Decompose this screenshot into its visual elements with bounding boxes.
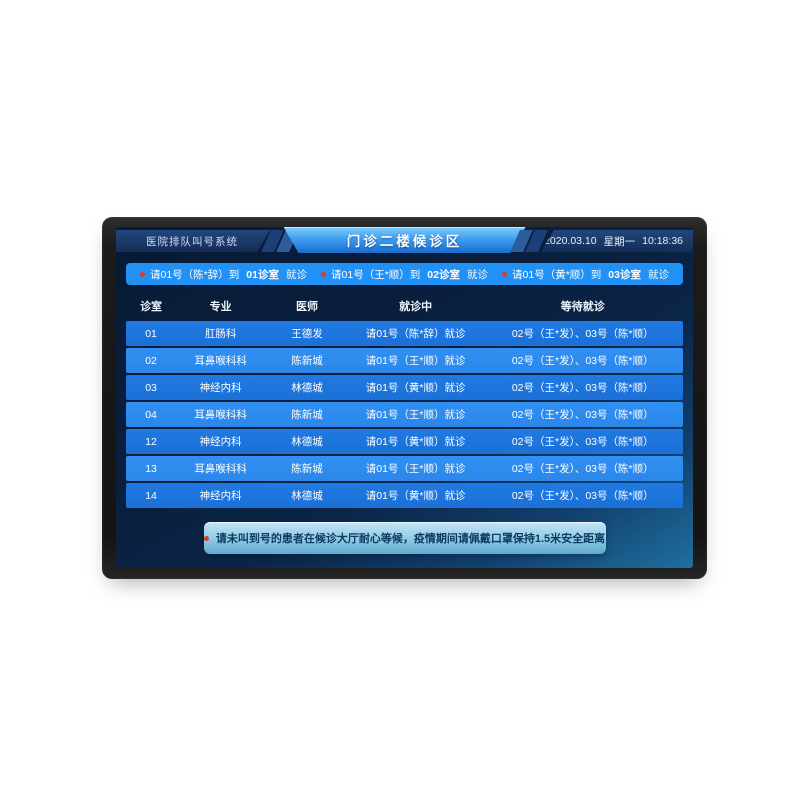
display-screen: 医院排队叫号系统 门诊二楼候诊区 2020.03.10 星期一 10:18:36 bbox=[116, 227, 693, 568]
cell-doctor: 王德发 bbox=[291, 328, 323, 340]
page-title: 门诊二楼候诊区 bbox=[346, 234, 463, 249]
cell-waiting: 02号（王*发）、03号（陈*顺） bbox=[511, 436, 654, 448]
table-row: 01 肛肠科 王德发 请01号（陈*辞）就诊 02号（王*发）、03号（陈*顺） bbox=[126, 321, 683, 346]
cell-room: 12 bbox=[145, 435, 157, 448]
cell-dept: 神经内科 bbox=[199, 490, 242, 502]
cell-waiting: 02号（王*发）、03号（陈*顺） bbox=[511, 463, 654, 475]
cell-doctor: 林德城 bbox=[291, 436, 323, 448]
table-row: 13 耳鼻喉科科 陈新城 请01号（王*顺）就诊 02号（王*发）、03号（陈*… bbox=[126, 456, 683, 481]
notice-area: 请未叫到号的患者在候诊大厅耐心等候，疫情期间请佩戴口罩保持1.5米安全距离 bbox=[116, 522, 693, 554]
call-suffix: 就诊 bbox=[285, 268, 307, 281]
call-dot-icon bbox=[502, 271, 508, 277]
cell-dept: 肛肠科 bbox=[204, 328, 237, 340]
table-row: 12 神经内科 林德城 请01号（黄*顺）就诊 02号（王*发）、03号（陈*顺… bbox=[126, 429, 683, 454]
call-announcement: 请01号（陈*辞）到 01诊室 就诊 bbox=[140, 267, 307, 282]
system-name: 医院排队叫号系统 bbox=[146, 235, 238, 248]
col-header-current: 就诊中 bbox=[399, 301, 433, 313]
monitor-bezel: 医院排队叫号系统 门诊二楼候诊区 2020.03.10 星期一 10:18:36 bbox=[102, 217, 707, 579]
cell-waiting: 02号（王*发）、03号（陈*顺） bbox=[511, 382, 654, 394]
cell-current: 请01号（黄*顺）就诊 bbox=[365, 490, 466, 502]
call-room: 01诊室 bbox=[246, 268, 279, 281]
queue-table: 01 肛肠科 王德发 请01号（陈*辞）就诊 02号（王*发）、03号（陈*顺）… bbox=[126, 321, 683, 508]
date-label: 2020.03.10 bbox=[544, 235, 597, 247]
col-header-dept: 专业 bbox=[209, 301, 232, 313]
col-header-room: 诊室 bbox=[140, 301, 163, 313]
cell-dept: 耳鼻喉科科 bbox=[194, 463, 247, 475]
cell-current: 请01号（王*顺）就诊 bbox=[365, 463, 466, 475]
call-room: 03诊室 bbox=[608, 268, 641, 281]
cell-room: 13 bbox=[145, 462, 157, 475]
table-row: 03 神经内科 林德城 请01号（黄*顺）就诊 02号（王*发）、03号（陈*顺… bbox=[126, 375, 683, 400]
cell-waiting: 02号（王*发）、03号（陈*顺） bbox=[511, 490, 654, 502]
call-prefix: 请01号（王*顺）到 bbox=[331, 268, 421, 281]
table-row: 14 神经内科 林德城 请01号（黄*顺）就诊 02号（王*发）、03号（陈*顺… bbox=[126, 483, 683, 508]
table-header: 诊室 专业 医师 就诊中 等待就诊 bbox=[126, 291, 683, 321]
cell-dept: 神经内科 bbox=[199, 436, 242, 448]
call-room: 02诊室 bbox=[427, 268, 460, 281]
system-name-band: 医院排队叫号系统 bbox=[116, 230, 270, 252]
cell-current: 请01号（黄*顺）就诊 bbox=[365, 436, 466, 448]
cell-room: 02 bbox=[145, 354, 157, 367]
cell-waiting: 02号（王*发）、03号（陈*顺） bbox=[511, 328, 654, 340]
time-label: 10:18:36 bbox=[642, 235, 683, 247]
table-row: 02 耳鼻喉科科 陈新城 请01号（王*顺）就诊 02号（王*发）、03号（陈*… bbox=[126, 348, 683, 373]
cell-current: 请01号（陈*辞）就诊 bbox=[365, 328, 466, 340]
col-header-waiting: 等待就诊 bbox=[560, 301, 605, 313]
cell-room: 03 bbox=[145, 381, 157, 394]
call-prefix: 请01号（黄*顺）到 bbox=[512, 268, 602, 281]
call-suffix: 就诊 bbox=[647, 268, 669, 281]
cell-waiting: 02号（王*发）、03号（陈*顺） bbox=[511, 355, 654, 367]
cell-room: 14 bbox=[145, 489, 157, 502]
call-dot-icon bbox=[321, 271, 327, 277]
call-suffix: 就诊 bbox=[466, 268, 488, 281]
weekday-label: 星期一 bbox=[603, 235, 636, 248]
cell-dept: 神经内科 bbox=[199, 382, 242, 394]
table-row: 04 耳鼻喉科科 陈新城 请01号（王*顺）就诊 02号（王*发）、03号（陈*… bbox=[126, 402, 683, 427]
cell-doctor: 林德城 bbox=[291, 490, 323, 502]
call-ticker: 请01号（陈*辞）到 01诊室 就诊 请01号（王*顺）到 02诊室 就诊 请0 bbox=[126, 263, 683, 285]
cell-current: 请01号（黄*顺）就诊 bbox=[365, 382, 466, 394]
cell-current: 请01号（王*顺）就诊 bbox=[365, 409, 466, 421]
notice-dot-icon bbox=[203, 535, 209, 541]
cell-room: 04 bbox=[145, 408, 157, 421]
cell-room: 01 bbox=[145, 327, 157, 340]
cell-dept: 耳鼻喉科科 bbox=[194, 355, 247, 367]
call-announcement: 请01号（黄*顺）到 03诊室 就诊 bbox=[502, 267, 669, 282]
call-announcement: 请01号（王*顺）到 02诊室 就诊 bbox=[321, 267, 488, 282]
cell-doctor: 陈新城 bbox=[291, 355, 323, 367]
top-bar: 医院排队叫号系统 门诊二楼候诊区 2020.03.10 星期一 10:18:36 bbox=[116, 227, 693, 255]
cell-doctor: 陈新城 bbox=[291, 463, 323, 475]
notice-text: 请未叫到号的患者在候诊大厅耐心等候，疫情期间请佩戴口罩保持1.5米安全距离 bbox=[215, 533, 606, 545]
cell-current: 请01号（王*顺）就诊 bbox=[365, 355, 466, 367]
cell-waiting: 02号（王*发）、03号（陈*顺） bbox=[511, 409, 654, 421]
notice-banner: 请未叫到号的患者在候诊大厅耐心等候，疫情期间请佩戴口罩保持1.5米安全距离 bbox=[203, 522, 606, 554]
col-header-doctor: 医师 bbox=[296, 301, 318, 313]
area-title-banner: 门诊二楼候诊区 bbox=[284, 227, 526, 253]
call-prefix: 请01号（陈*辞）到 bbox=[150, 268, 240, 281]
call-dot-icon bbox=[140, 271, 145, 277]
cell-dept: 耳鼻喉科科 bbox=[194, 409, 247, 421]
datetime-band: 2020.03.10 星期一 10:18:36 bbox=[541, 230, 693, 252]
cell-doctor: 林德城 bbox=[291, 382, 323, 394]
cell-doctor: 陈新城 bbox=[291, 409, 323, 421]
